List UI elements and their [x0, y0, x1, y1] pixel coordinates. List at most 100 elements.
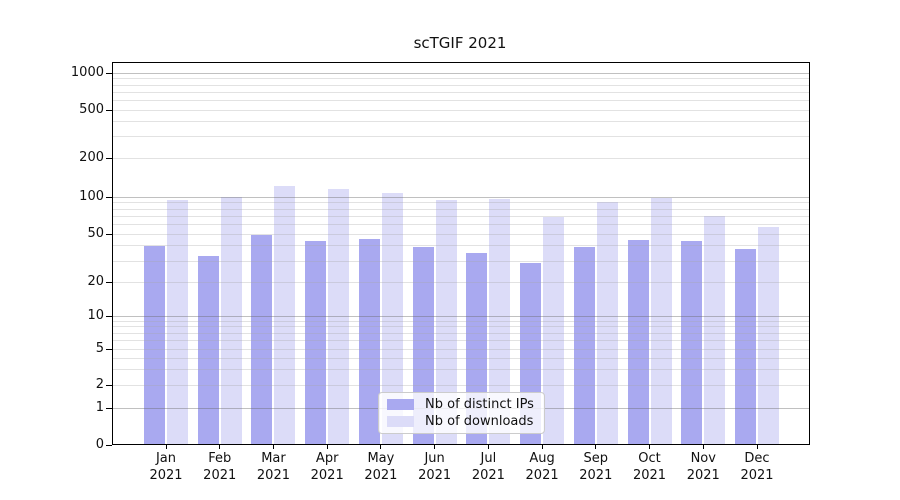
- x-tick-mark-mar-2021: [272, 445, 274, 449]
- x-label-month: Nov: [690, 451, 716, 466]
- bar-nb-of-distinct-ips-jan-2021: [144, 245, 165, 445]
- x-tick-mark-may-2021: [380, 445, 382, 449]
- gridline-minor-40: [112, 245, 810, 247]
- gridline-minor-2: [112, 384, 810, 386]
- x-label-year: 2021: [632, 468, 667, 483]
- bar-nb-of-distinct-ips-dec-2021: [735, 248, 756, 445]
- gridline-minor-8: [112, 326, 810, 328]
- x-label-year: 2021: [686, 468, 720, 483]
- x-label-month: Feb: [208, 451, 232, 466]
- y-tick-label-500: 500: [79, 102, 104, 118]
- y-tick-label-100: 100: [79, 189, 104, 205]
- gridline-minor-600: [112, 99, 810, 101]
- x-label-year: 2021: [525, 468, 559, 483]
- gridline-minor-900: [112, 78, 810, 80]
- x-label-month: Sep: [583, 451, 609, 466]
- gridline-minor-800: [112, 84, 810, 86]
- x-label-year: 2021: [471, 468, 505, 483]
- x-label-year: 2021: [203, 468, 237, 483]
- x-label-month: Jul: [480, 451, 497, 466]
- gridline-minor-300: [112, 136, 810, 138]
- chart-title: scTGIF 2021: [413, 34, 507, 52]
- y-tick-mark-1000: [106, 73, 112, 75]
- legend-label-downloads: Nb of downloads: [425, 413, 534, 429]
- bar-nb-of-distinct-ips-sep-2021: [573, 247, 595, 445]
- bar-nb-of-downloads-feb-2021: [220, 196, 242, 445]
- bar-nb-of-downloads-jun-2021: [435, 199, 457, 445]
- x-tick-mark-jul-2021: [487, 445, 489, 449]
- x-label-month: Oct: [638, 451, 661, 466]
- gridline-minor-5: [112, 348, 810, 350]
- y-tick-label-200: 200: [79, 150, 104, 166]
- y-tick-mark-0: [106, 445, 112, 446]
- gridline-minor-700: [112, 91, 810, 93]
- y-tick-label-20: 20: [87, 274, 104, 290]
- x-label-year: 2021: [579, 468, 613, 483]
- gridline-minor-9: [112, 320, 810, 322]
- bar-nb-of-downloads-sep-2021: [596, 201, 618, 445]
- x-tick-label-dec-2021: Dec 2021: [729, 450, 785, 484]
- legend-swatch-distinct-ips: [387, 399, 414, 410]
- gridline-minor-200: [112, 157, 810, 159]
- gridline-minor-60: [112, 223, 810, 225]
- x-label-month: Dec: [744, 451, 770, 466]
- x-tick-mark-nov-2021: [702, 445, 704, 449]
- y-tick-label-1: 1: [95, 400, 104, 416]
- x-tick-label-mar-2021: Mar 2021: [245, 450, 301, 484]
- gridline-minor-7: [112, 332, 810, 334]
- y-tick-label-50: 50: [87, 226, 104, 242]
- x-label-year: 2021: [364, 468, 398, 483]
- x-tick-mark-sep-2021: [595, 445, 597, 449]
- gridline-minor-6: [112, 340, 810, 342]
- gridline-minor-70: [112, 215, 810, 217]
- plot-area: [112, 62, 810, 445]
- bar-nb-of-downloads-may-2021: [381, 192, 403, 445]
- gridline-minor-80: [112, 208, 810, 210]
- x-label-month: May: [367, 451, 395, 466]
- x-tick-label-nov-2021: Nov 2021: [675, 450, 731, 484]
- y-tick-label-10: 10: [87, 308, 104, 324]
- bar-nb-of-distinct-ips-mar-2021: [251, 235, 273, 445]
- legend-swatch-downloads: [387, 416, 414, 427]
- x-tick-mark-jun-2021: [434, 445, 436, 449]
- bar-nb-of-distinct-ips-apr-2021: [305, 240, 327, 445]
- bar-nb-of-distinct-ips-may-2021: [358, 238, 380, 445]
- gridline-minor-20: [112, 281, 810, 283]
- legend-label-distinct-ips: Nb of distinct IPs: [425, 396, 534, 412]
- gridline-minor-30: [112, 260, 810, 262]
- bar-nb-of-downloads-apr-2021: [328, 189, 350, 445]
- y-tick-mark-5: [106, 349, 112, 351]
- x-label-year: 2021: [418, 468, 452, 483]
- x-tick-mark-jan-2021: [165, 445, 167, 449]
- legend-item-downloads: Nb of downloads: [379, 413, 544, 429]
- bar-nb-of-downloads-dec-2021: [758, 227, 779, 445]
- bar-nb-of-distinct-ips-oct-2021: [627, 239, 649, 445]
- x-tick-label-jan-2021: Jan 2021: [138, 450, 194, 484]
- bar-nb-of-distinct-ips-feb-2021: [197, 256, 219, 445]
- y-tick-mark-50: [106, 234, 112, 236]
- x-label-month: Mar: [261, 451, 286, 466]
- x-tick-label-sep-2021: Sep 2021: [568, 450, 624, 484]
- x-label-year: 2021: [310, 468, 344, 483]
- bar-nb-of-distinct-ips-nov-2021: [681, 240, 703, 445]
- gridline-minor-50: [112, 233, 810, 235]
- gridline-major-10: [112, 315, 810, 317]
- bar-nb-of-downloads-jul-2021: [489, 198, 511, 445]
- gridline-minor-3: [112, 368, 810, 370]
- x-label-year: 2021: [149, 468, 183, 483]
- bar-nb-of-downloads-mar-2021: [274, 186, 296, 445]
- gridline-minor-400: [112, 121, 810, 123]
- x-label-month: Jan: [155, 451, 177, 466]
- y-tick-mark-1: [106, 408, 112, 410]
- x-tick-mark-aug-2021: [541, 445, 543, 449]
- legend-item-distinct-ips: Nb of distinct IPs: [379, 396, 544, 412]
- y-tick-mark-2: [106, 385, 112, 387]
- y-tick-mark-10: [106, 316, 112, 318]
- x-label-month: Jun: [424, 451, 445, 466]
- y-tick-label-0: 0: [95, 437, 104, 452]
- y-tick-label-5: 5: [95, 341, 104, 357]
- x-label-year: 2021: [256, 468, 290, 483]
- bar-nb-of-downloads-jan-2021: [167, 199, 188, 445]
- gridline-major-1000: [112, 72, 810, 74]
